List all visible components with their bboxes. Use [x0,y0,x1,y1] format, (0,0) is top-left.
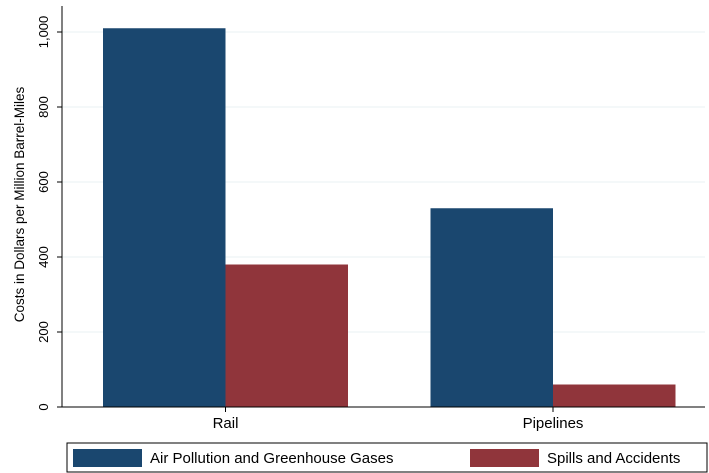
legend-label: Spills and Accidents [547,450,680,467]
x-ticks: Rail Pipelines [213,407,584,432]
y-ticks: 0 200 400 600 800 1,000 [36,16,62,411]
bars [103,28,676,407]
legend-box [66,442,708,473]
legend-label: Air Pollution and Greenhouse Gases [150,450,393,467]
legend-swatch [470,449,539,467]
y-tick-label: 800 [36,96,51,118]
bar-rail-series-2 [225,264,348,407]
y-tick-label: 1,000 [36,16,51,49]
y-tick-label: 200 [36,321,51,343]
bar-rail-series-1 [103,28,226,407]
legend-swatch [73,449,142,467]
y-tick-label: 600 [36,171,51,193]
bar-pipelines-series-1 [430,208,553,407]
x-tick-label: Rail [213,415,239,432]
y-tick-label: 400 [36,246,51,268]
y-axis-title: Costs in Dollars per Million Barrel-Mile… [12,86,27,322]
legend: Air Pollution and Greenhouse Gases Spills… [66,442,708,473]
y-tick-label: 0 [36,403,51,410]
bar-pipelines-series-2 [553,384,676,407]
x-tick-label: Pipelines [523,415,584,432]
